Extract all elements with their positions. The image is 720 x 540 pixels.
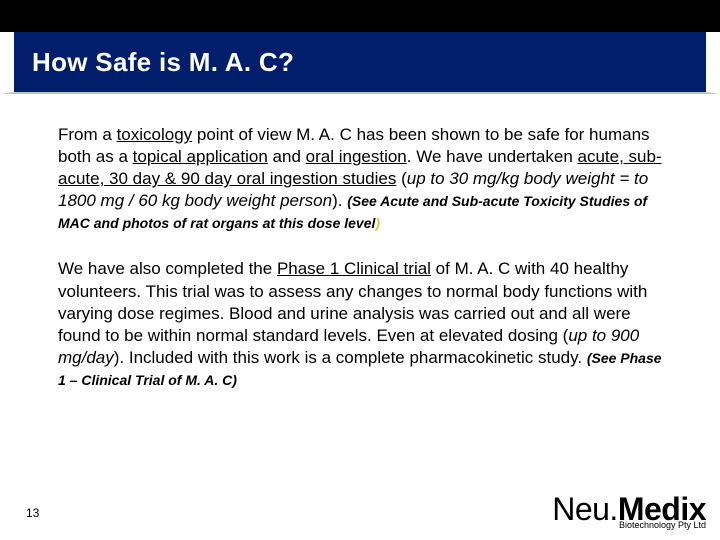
logo: Neu.Medix Biotechnology Pty Ltd <box>552 493 706 530</box>
p1-oral: oral ingestion <box>306 147 407 166</box>
p2-text: ). Included with this work is a complete… <box>114 348 587 367</box>
p1-toxicology: toxicology <box>117 125 193 144</box>
paragraph-2: We have also completed the Phase 1 Clini… <box>58 258 672 391</box>
p2-phase1: Phase 1 Clinical trial <box>277 259 431 278</box>
title-bar: How Safe is M. A. C? <box>0 32 720 94</box>
p1-text: ( <box>396 169 406 188</box>
top-black-bar <box>0 0 720 32</box>
p1-ref2: photos of rat organs at this dose level <box>123 215 376 231</box>
p1-text: and <box>268 147 306 166</box>
p1-ref-close: ) <box>375 215 380 231</box>
slide-title: How Safe is M. A. C? <box>32 47 294 78</box>
content-area: From a toxicology point of view M. A. C … <box>0 94 720 391</box>
p1-text: ). <box>332 191 347 210</box>
p1-text: . We have undertaken <box>407 147 578 166</box>
p1-topical: topical application <box>133 147 268 166</box>
page-number: 13 <box>26 506 39 520</box>
p1-text: From a <box>58 125 117 144</box>
p2-text: We have also completed the <box>58 259 277 278</box>
paragraph-1: From a toxicology point of view M. A. C … <box>58 124 672 234</box>
logo-neu: Neu. <box>552 491 618 527</box>
